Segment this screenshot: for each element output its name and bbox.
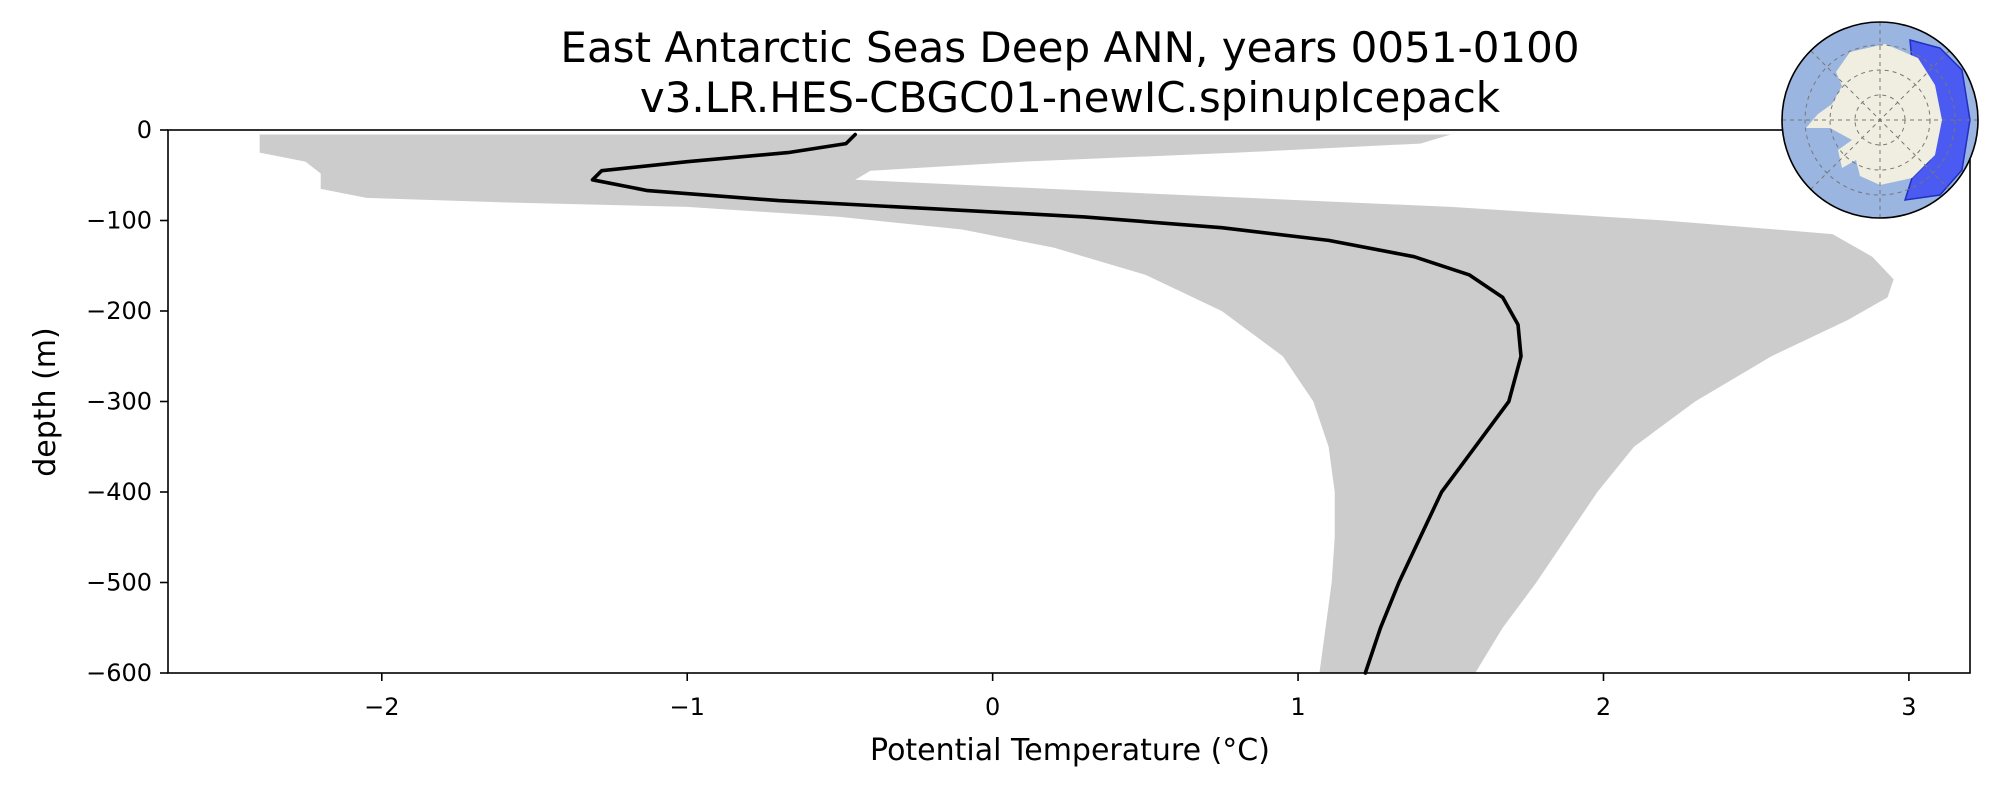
x-tick-label: −1 bbox=[670, 693, 705, 721]
spread-band-1 bbox=[259, 134, 1894, 673]
antarctica-region-map-icon bbox=[1781, 21, 1979, 219]
x-tick-label: −2 bbox=[364, 693, 399, 721]
chart-title: East Antarctic Seas Deep ANN, years 0051… bbox=[560, 23, 1579, 72]
band-layer bbox=[259, 134, 1894, 673]
x-tick-label: 2 bbox=[1596, 693, 1611, 721]
y-axis: 0 −100 −200 −300 −400 −500 −600 bbox=[86, 116, 168, 687]
mean-profile-line-0 bbox=[590, 132, 1523, 675]
x-tick-label: 3 bbox=[1901, 693, 1916, 721]
map-graticule bbox=[1782, 22, 1978, 218]
y-tick-label: −200 bbox=[86, 297, 152, 325]
x-tick-label: 1 bbox=[1290, 693, 1305, 721]
y-tick-label: −100 bbox=[86, 207, 152, 235]
y-axis-label: depth (m) bbox=[28, 327, 63, 477]
y-tick-label: −500 bbox=[86, 569, 152, 597]
x-axis: −2 −1 0 1 2 3 bbox=[364, 673, 1917, 721]
line-layer bbox=[590, 132, 1523, 675]
map-border bbox=[1781, 21, 1979, 219]
y-tick-label: 0 bbox=[137, 116, 152, 144]
y-tick-label: −300 bbox=[86, 388, 152, 416]
x-axis-label: Potential Temperature (°C) bbox=[870, 733, 1270, 768]
y-tick-label: −600 bbox=[86, 659, 152, 687]
x-tick-label: 0 bbox=[985, 693, 1000, 721]
chart-subtitle: v3.LR.HES-CBGC01-newIC.spinupIcepack bbox=[640, 73, 1501, 122]
y-tick-label: −400 bbox=[86, 478, 152, 506]
